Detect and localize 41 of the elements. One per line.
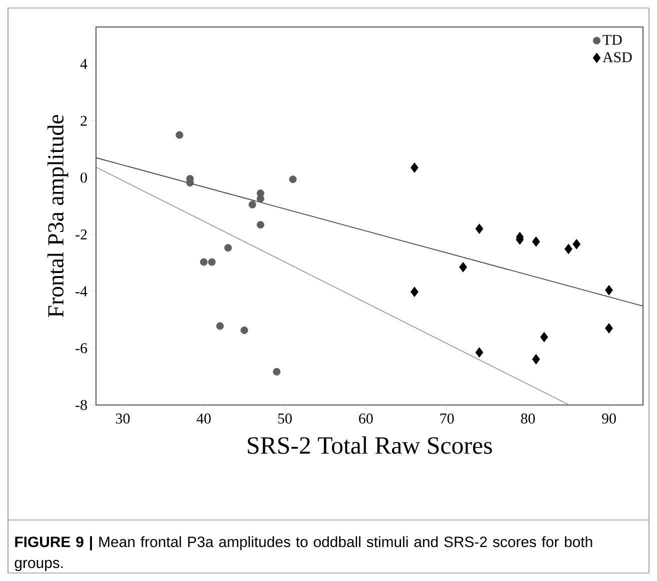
point: [459, 262, 468, 272]
point: [605, 323, 613, 334]
x-tick-label: 50: [278, 414, 292, 424]
legend-label: ASD: [602, 52, 632, 62]
y-tick-label: -8: [76, 400, 87, 410]
x-tick-label: 40: [196, 414, 211, 424]
point: [540, 332, 548, 342]
point: [410, 162, 418, 173]
point: [475, 224, 484, 234]
point: [208, 258, 216, 266]
point: [176, 131, 184, 139]
point: [572, 238, 580, 250]
point: [248, 200, 256, 208]
y-tick-label: -6: [76, 343, 88, 354]
y-tick-label: 4: [80, 59, 88, 69]
point: [605, 284, 613, 296]
point: [240, 326, 248, 334]
x-tick-label: 80: [521, 414, 535, 424]
legend-label: TD: [602, 34, 622, 45]
point: [410, 286, 418, 298]
y-tick-label: 2: [80, 116, 87, 126]
y-axis-title: Frontal P3a amplitude: [47, 114, 68, 318]
point: [256, 221, 264, 229]
point: [532, 236, 540, 247]
y-tick-label: -4: [76, 286, 88, 296]
x-tick-label: 70: [440, 414, 454, 424]
x-tick-label: 30: [116, 414, 130, 424]
point: [564, 244, 572, 254]
point: [475, 347, 484, 358]
point: [289, 176, 297, 184]
x-tick-label: 60: [359, 414, 373, 424]
point: [532, 354, 540, 364]
point: [224, 244, 232, 252]
point: [200, 258, 208, 266]
y-tick-label: 0: [80, 172, 87, 183]
text: FIGURE 9 | Mean frontal P3a amplitudes to oddball stimuli and SRS-2 scores for both groups.: [14, 536, 592, 572]
point: [272, 368, 281, 376]
y-tick-label: -2: [76, 230, 87, 240]
point: [216, 322, 224, 330]
x-axis-title: SRS-2 Total Raw Scores: [248, 436, 492, 454]
x-tick-label: 90: [602, 414, 616, 424]
